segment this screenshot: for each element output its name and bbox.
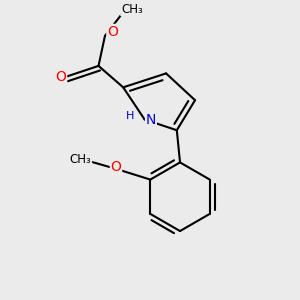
Text: CH₃: CH₃	[121, 3, 142, 16]
Text: H: H	[125, 111, 134, 121]
Text: N: N	[146, 112, 156, 127]
Text: CH₃: CH₃	[70, 153, 92, 166]
Text: O: O	[111, 160, 122, 174]
Text: O: O	[56, 70, 66, 84]
Text: O: O	[107, 25, 118, 39]
